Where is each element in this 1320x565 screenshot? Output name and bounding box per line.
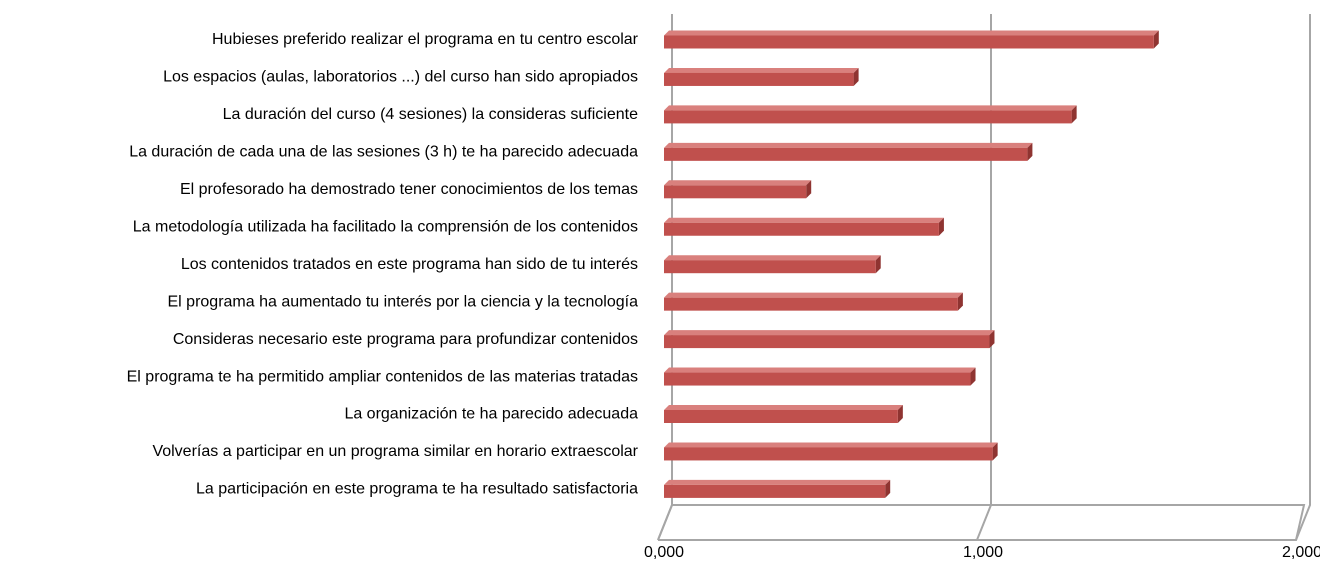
- bar-top: [664, 479, 891, 485]
- x-tick-label: 0,000: [644, 544, 684, 561]
- bar-top: [664, 367, 976, 373]
- bar-side: [957, 292, 963, 311]
- category-label: La participación en este programa te ha …: [196, 481, 638, 498]
- category-label: La organización te ha parecido adecuada: [344, 406, 638, 423]
- bar-top: [664, 330, 995, 336]
- grid-line: [1295, 14, 1311, 541]
- category-label: El programa ha aumentado tu interés por …: [168, 293, 639, 310]
- bar-top: [664, 105, 1077, 111]
- category-label: La metodología utilizada ha facilitado l…: [133, 218, 638, 235]
- bar-side: [970, 367, 976, 386]
- bar: [664, 35, 1154, 49]
- bar: [664, 447, 993, 461]
- bar: [664, 335, 990, 349]
- x-tick-label: 1,000: [963, 544, 1003, 561]
- category-label: La duración de cada una de las sesiones …: [129, 144, 638, 161]
- bar-top: [664, 442, 998, 448]
- bar-side: [992, 442, 998, 461]
- bar-top: [664, 292, 963, 298]
- grid-line: [976, 14, 992, 541]
- bar: [664, 297, 958, 311]
- category-label: La duración del curso (4 sesiones) la co…: [223, 106, 638, 123]
- bar-side: [885, 479, 891, 498]
- bar-side: [1027, 142, 1033, 161]
- bar-side: [1071, 105, 1077, 124]
- bar-side: [875, 255, 881, 274]
- bar: [664, 185, 807, 199]
- bar-top: [664, 180, 812, 186]
- bar-side: [938, 217, 944, 236]
- bar-top: [664, 405, 903, 410]
- category-label: El profesorado ha demostrado tener conoc…: [180, 181, 638, 198]
- bar: [664, 110, 1072, 124]
- category-label: Los contenidos tratados en este programa…: [181, 256, 638, 273]
- bar-top: [664, 142, 1033, 148]
- bar: [664, 484, 886, 498]
- bar: [664, 147, 1028, 161]
- bar: [664, 410, 898, 423]
- bar-top: [664, 255, 881, 261]
- floor: [657, 504, 1306, 541]
- bar: [664, 372, 971, 386]
- bar-top: [664, 30, 1159, 36]
- bar-top: [664, 217, 944, 223]
- bar-side: [989, 330, 995, 349]
- category-label: El programa te ha permitido ampliar cont…: [127, 368, 638, 385]
- category-label: Consideras necesario este programa para …: [173, 331, 638, 348]
- category-label: Volverías a participar en un programa si…: [152, 443, 638, 460]
- category-label: Hubieses preferido realizar el programa …: [212, 31, 639, 48]
- bar: [664, 222, 939, 236]
- bar-side: [853, 67, 859, 86]
- bar-side: [806, 180, 812, 199]
- x-tick-label: 2,000: [1282, 544, 1320, 561]
- bar-top: [664, 67, 859, 73]
- category-label: Los espacios (aulas, laboratorios ...) d…: [163, 69, 638, 86]
- bar-side: [1153, 30, 1159, 49]
- bar-side: [897, 405, 903, 423]
- bar: [664, 72, 854, 86]
- grid-line: [657, 14, 673, 541]
- bar: [664, 260, 876, 274]
